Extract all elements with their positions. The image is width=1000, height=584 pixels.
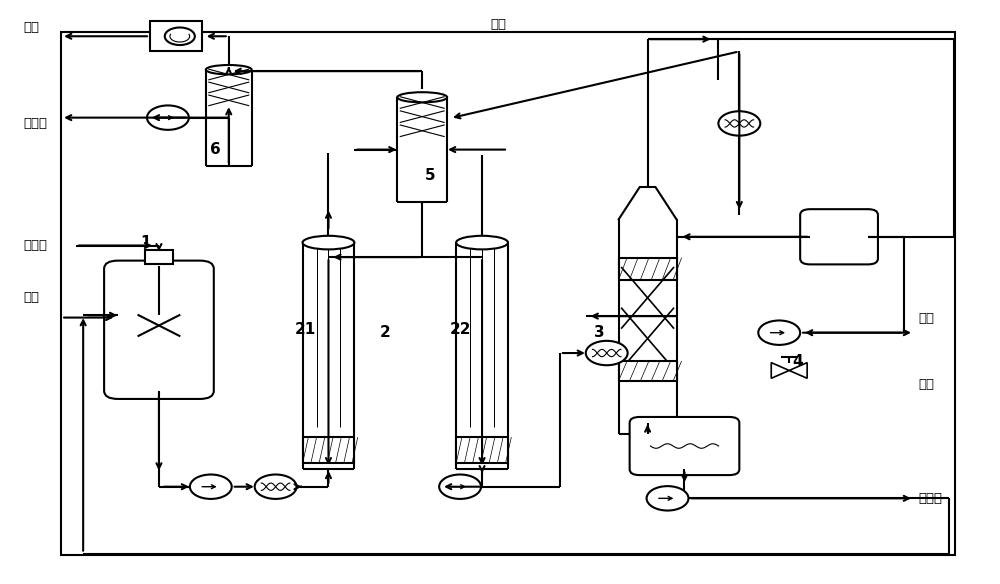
Text: 4: 4	[792, 354, 802, 369]
Polygon shape	[789, 363, 807, 378]
Text: 原料: 原料	[23, 291, 39, 304]
Text: 重组分: 重组分	[919, 492, 943, 505]
Circle shape	[147, 106, 189, 130]
Ellipse shape	[303, 236, 354, 249]
Ellipse shape	[397, 92, 447, 102]
Circle shape	[165, 27, 195, 45]
Polygon shape	[170, 34, 190, 42]
Circle shape	[255, 475, 297, 499]
Text: 5: 5	[425, 168, 436, 183]
Bar	[145, 250, 173, 264]
Text: 废气: 废气	[23, 21, 39, 34]
Bar	[150, 21, 202, 51]
Circle shape	[586, 341, 628, 365]
Text: 6: 6	[210, 142, 221, 157]
Text: 粗品: 粗品	[919, 312, 935, 325]
Text: 2: 2	[380, 325, 391, 340]
Text: 21: 21	[295, 322, 316, 338]
Bar	[619, 361, 677, 381]
FancyBboxPatch shape	[800, 209, 878, 265]
Text: 1: 1	[141, 235, 151, 250]
Circle shape	[190, 475, 232, 499]
Circle shape	[439, 475, 481, 499]
Text: 22: 22	[449, 322, 471, 338]
Bar	[61, 32, 955, 555]
Polygon shape	[771, 363, 789, 378]
Text: 3: 3	[594, 325, 605, 340]
Ellipse shape	[206, 65, 252, 74]
Bar	[456, 437, 508, 464]
Bar	[303, 437, 354, 464]
Text: 轻组分: 轻组分	[23, 117, 47, 130]
Text: 催化剂: 催化剂	[23, 239, 47, 252]
Text: 产品: 产品	[919, 378, 935, 391]
FancyBboxPatch shape	[630, 417, 739, 475]
FancyBboxPatch shape	[104, 260, 214, 399]
Circle shape	[647, 486, 688, 510]
Text: 气相: 气相	[490, 18, 506, 31]
Ellipse shape	[456, 236, 508, 249]
Bar	[619, 258, 677, 280]
Circle shape	[758, 321, 800, 345]
Circle shape	[718, 111, 760, 135]
